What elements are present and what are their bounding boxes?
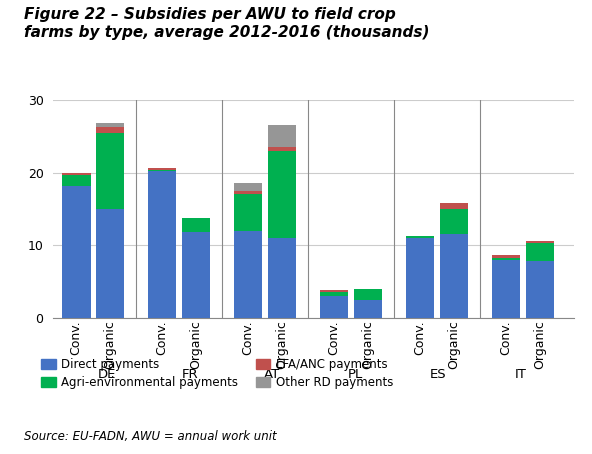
Bar xyxy=(526,243,554,261)
Bar xyxy=(492,257,520,260)
Bar xyxy=(62,173,91,175)
Text: PL: PL xyxy=(348,368,363,381)
Bar xyxy=(492,260,520,318)
Bar xyxy=(182,217,210,232)
Bar xyxy=(96,209,124,318)
Text: AT: AT xyxy=(264,368,281,381)
Bar xyxy=(234,231,262,318)
Bar xyxy=(492,255,520,257)
Bar xyxy=(320,296,349,318)
Bar xyxy=(96,133,124,209)
Bar xyxy=(62,175,91,186)
Bar xyxy=(440,203,468,209)
Bar xyxy=(526,261,554,318)
Text: IT: IT xyxy=(514,368,526,381)
Bar xyxy=(234,191,262,194)
Bar xyxy=(440,209,468,234)
Bar xyxy=(320,290,349,292)
Bar xyxy=(320,292,349,296)
Bar xyxy=(406,238,435,318)
Bar xyxy=(406,236,435,237)
Bar xyxy=(148,171,176,318)
Bar xyxy=(268,151,297,238)
Bar xyxy=(148,170,176,171)
Bar xyxy=(268,238,297,318)
Text: farms by type, average 2012-2016 (thousands): farms by type, average 2012-2016 (thousa… xyxy=(24,25,429,40)
Bar xyxy=(526,241,554,243)
Bar xyxy=(234,183,262,191)
Text: FR: FR xyxy=(181,368,198,381)
Bar xyxy=(234,194,262,231)
Bar xyxy=(148,168,176,170)
Bar xyxy=(268,147,297,151)
Bar xyxy=(440,234,468,318)
Bar xyxy=(353,300,382,318)
Text: Figure 22 – Subsidies per AWU to field crop: Figure 22 – Subsidies per AWU to field c… xyxy=(24,7,395,22)
Bar xyxy=(353,289,382,300)
Bar xyxy=(182,232,210,318)
Legend: Direct payments, Agri-environmental payments, LFA/ANC payments, Other RD payment: Direct payments, Agri-environmental paym… xyxy=(41,358,394,389)
Bar xyxy=(62,186,91,318)
Text: Source: EU-FADN, AWU = annual work unit: Source: EU-FADN, AWU = annual work unit xyxy=(24,429,276,443)
Bar xyxy=(268,125,297,147)
Text: ES: ES xyxy=(429,368,446,381)
Bar xyxy=(96,123,124,127)
Bar xyxy=(96,127,124,133)
Bar xyxy=(406,237,435,238)
Text: DE: DE xyxy=(98,368,116,381)
